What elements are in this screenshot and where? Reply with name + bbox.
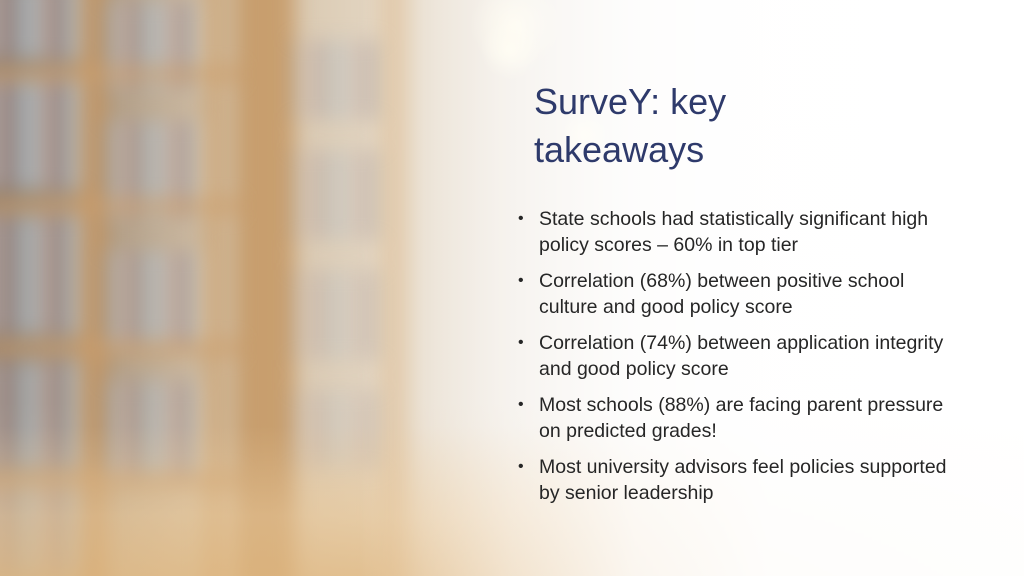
bullet-icon: •	[518, 272, 524, 289]
list-item: • Most schools (88%) are facing parent p…	[518, 392, 958, 444]
list-item: • Most university advisors feel policies…	[518, 454, 958, 506]
bullet-icon: •	[518, 210, 524, 227]
takeaways-list: • State schools had statistically signif…	[518, 206, 958, 516]
list-item: • Correlation (68%) between positive sch…	[518, 268, 958, 320]
list-item-text: Most university advisors feel policies s…	[539, 456, 947, 504]
slide-title: SurveY: key takeaways	[534, 78, 974, 174]
slide-title-line-2: takeaways	[534, 129, 705, 170]
list-item: • Correlation (74%) between application …	[518, 330, 958, 382]
bullet-icon: •	[518, 396, 524, 413]
slide-title-line-1: SurveY: key	[534, 81, 727, 122]
list-item-text: Correlation (68%) between positive schoo…	[539, 270, 905, 318]
list-item-text: Correlation (74%) between application in…	[539, 332, 944, 380]
bullet-icon: •	[518, 334, 524, 351]
bullet-icon: •	[518, 458, 524, 475]
list-item-text: Most schools (88%) are facing parent pre…	[539, 394, 944, 442]
list-item-text: State schools had statistically signific…	[539, 208, 929, 256]
list-item: • State schools had statistically signif…	[518, 206, 958, 258]
